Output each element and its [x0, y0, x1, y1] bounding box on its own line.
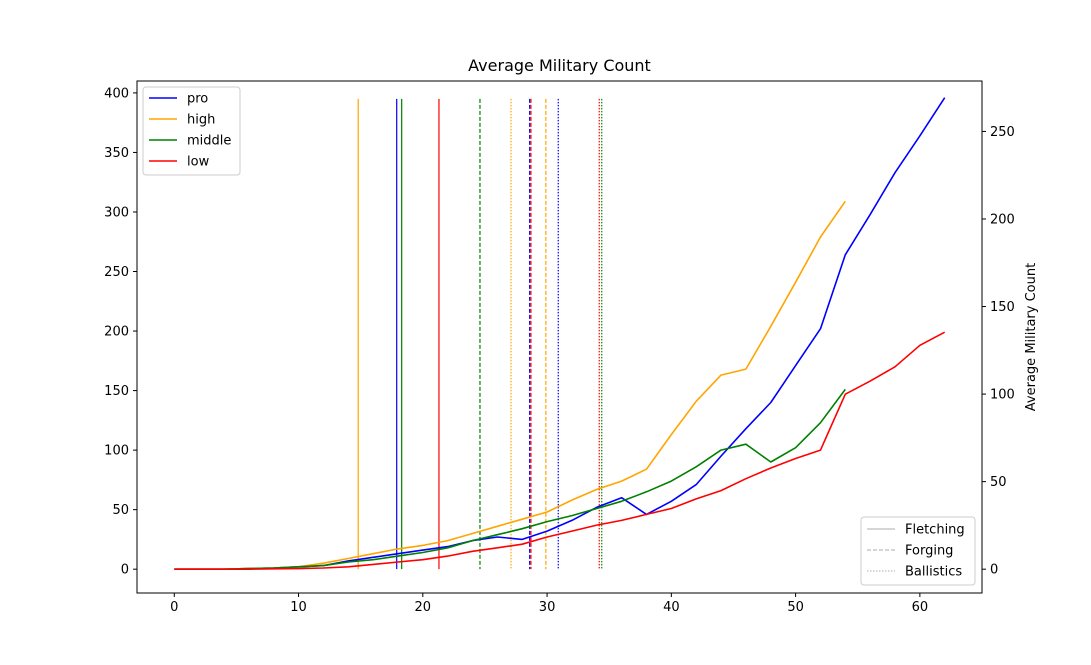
y-tick-label-100: 100	[104, 444, 129, 459]
y-tick-label-200: 200	[104, 325, 129, 340]
x-tick-label-50: 50	[787, 600, 804, 615]
y-tick-label-150: 150	[104, 384, 129, 399]
series-line-low	[174, 331, 946, 571]
axes: 0 10 20 30 40 50 60 0 50 100 150 200 250 300 350 400 0 50…	[104, 80, 1015, 615]
y2-tick-label-150: 150	[990, 300, 1015, 315]
style-legend-label-solid: Fletching	[905, 523, 965, 538]
x-tick-label-0: 0	[170, 600, 178, 615]
style-legend: Fletching Forging Ballistics	[860, 516, 976, 586]
plot-frame	[136, 80, 983, 594]
x-tick-label-10: 10	[290, 600, 307, 615]
y-tick-label-300: 300	[104, 205, 129, 220]
plot-area	[174, 97, 946, 571]
y2-tick-label-50: 50	[990, 475, 1007, 490]
y-tick-label-0: 0	[121, 563, 129, 578]
series-line-high	[174, 200, 846, 571]
y-tick-label-350: 350	[104, 146, 129, 161]
series-line-middle	[174, 388, 846, 571]
series-legend-box	[142, 86, 241, 176]
y-tick-label-400: 400	[104, 86, 129, 101]
legend-label-high: high	[187, 113, 215, 128]
x-tick-label-30: 30	[539, 600, 556, 615]
style-legend-box	[860, 516, 976, 586]
style-legend-label-dotted: Ballistics	[905, 565, 962, 580]
style-legend-label-dashed: Forging	[905, 544, 953, 559]
legend-label-low: low	[187, 155, 210, 170]
series-legend: pro high middle low	[142, 86, 241, 176]
legend-label-middle: middle	[187, 134, 231, 149]
chart-title: Average Military Count	[468, 56, 651, 75]
y-tick-label-50: 50	[112, 503, 129, 518]
legend-label-pro: pro	[187, 92, 208, 107]
y2-tick-label-250: 250	[990, 125, 1015, 140]
y2-tick-label-0: 0	[990, 563, 998, 578]
series-line-pro	[174, 97, 946, 571]
y2-axis-title: Average Military Count	[1024, 263, 1039, 411]
y2-tick-label-200: 200	[990, 212, 1015, 227]
x-tick-label-40: 40	[663, 600, 680, 615]
y2-tick-label-100: 100	[990, 388, 1015, 403]
x-tick-label-60: 60	[912, 600, 929, 615]
y-tick-label-250: 250	[104, 265, 129, 280]
x-tick-label-20: 20	[415, 600, 432, 615]
